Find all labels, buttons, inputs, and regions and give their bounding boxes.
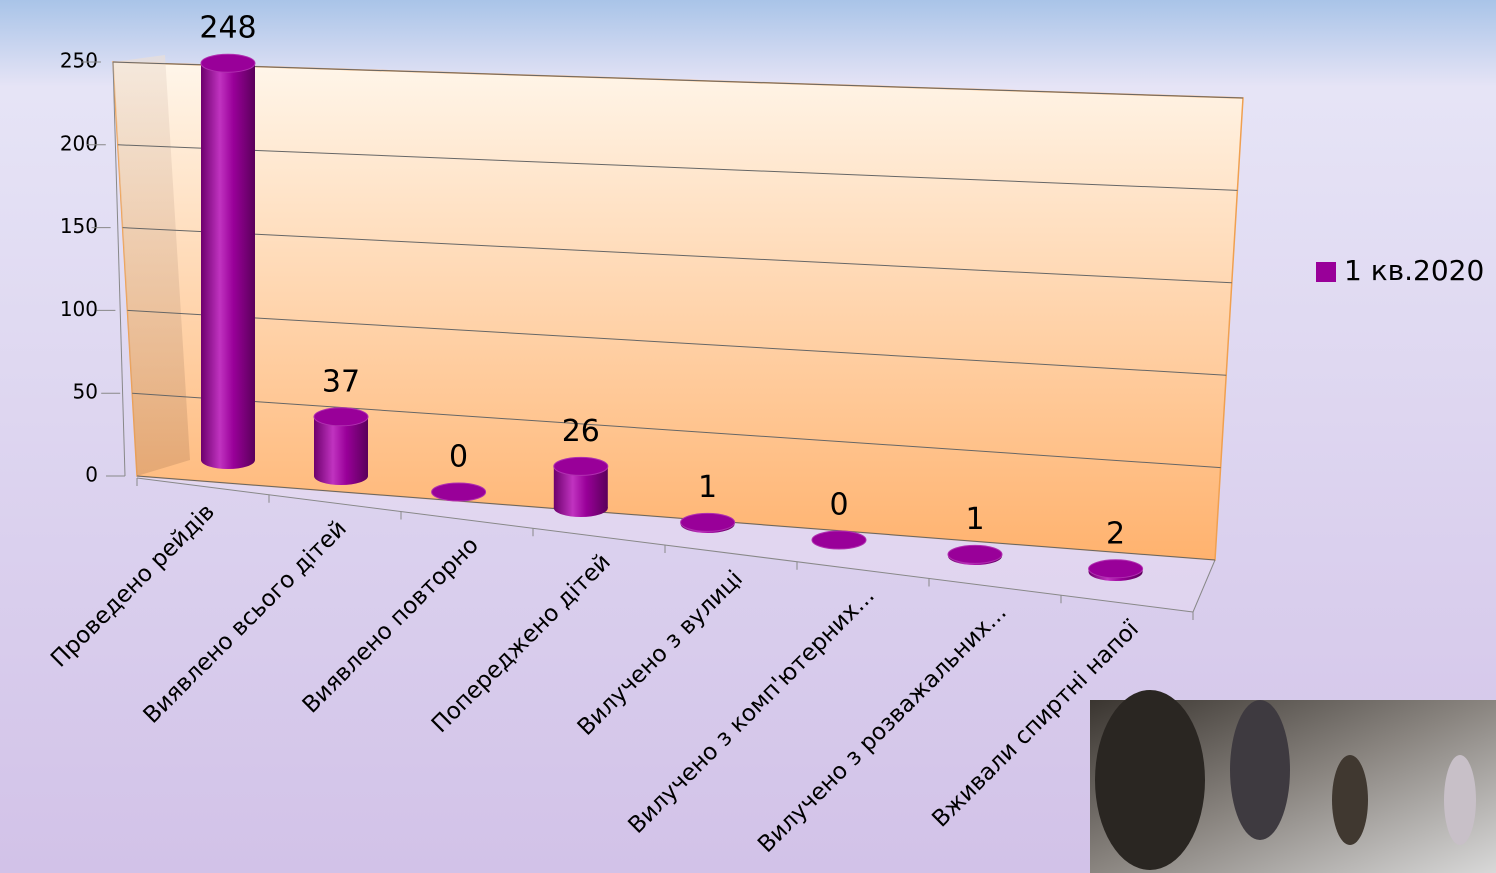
photo-figure xyxy=(1230,700,1290,840)
bar-top xyxy=(680,512,736,532)
bar xyxy=(680,512,736,533)
bar-bottom xyxy=(314,467,368,485)
grid-line xyxy=(132,392,1221,469)
bar xyxy=(200,53,256,469)
bar-bottom xyxy=(553,499,608,517)
value-label: 26 xyxy=(562,414,600,449)
y-tick-label: 150 xyxy=(60,214,98,238)
bar-top xyxy=(1088,559,1144,579)
bar-top xyxy=(947,544,1003,564)
photo-figure xyxy=(1095,690,1205,870)
grid-line xyxy=(112,61,1244,99)
floor xyxy=(137,476,1215,612)
value-label: 1 xyxy=(698,470,717,505)
grid-line xyxy=(117,144,1238,191)
floor-edge xyxy=(1192,559,1216,613)
legend-swatch xyxy=(1316,262,1336,282)
value-label: 248 xyxy=(199,11,256,46)
bar xyxy=(431,482,487,502)
value-label: 0 xyxy=(449,440,468,475)
value-label: 37 xyxy=(322,364,360,399)
bar-top xyxy=(553,456,609,476)
value-label: 0 xyxy=(829,488,848,523)
bar-top xyxy=(313,407,369,427)
grid-line xyxy=(136,475,1216,561)
side-wall xyxy=(113,55,190,476)
value-label: 1 xyxy=(965,502,984,537)
bar-top xyxy=(431,482,487,502)
bar xyxy=(313,407,369,485)
photo xyxy=(1090,690,1496,873)
bar xyxy=(1088,559,1144,581)
back-wall xyxy=(112,61,1244,561)
bar-bottom xyxy=(201,451,255,469)
grid-line xyxy=(122,227,1232,284)
value-label: 2 xyxy=(1106,516,1125,551)
grid-line xyxy=(127,309,1227,376)
bar xyxy=(947,544,1003,565)
bar-body xyxy=(201,63,255,460)
y-axis xyxy=(112,61,126,477)
bar xyxy=(553,456,609,517)
bar-top xyxy=(811,530,867,550)
photo-figure xyxy=(1444,755,1476,845)
y-tick-label: 50 xyxy=(73,380,98,404)
bar-body xyxy=(314,416,368,476)
y-tick-label: 200 xyxy=(60,131,98,155)
bar xyxy=(811,530,867,550)
y-tick-label: 250 xyxy=(60,49,98,73)
photo-figure xyxy=(1332,755,1368,845)
legend-label: 1 кв.2020 xyxy=(1344,254,1484,287)
bar-top xyxy=(200,53,256,73)
y-tick-label: 0 xyxy=(85,463,98,487)
y-tick-label: 100 xyxy=(60,297,98,321)
